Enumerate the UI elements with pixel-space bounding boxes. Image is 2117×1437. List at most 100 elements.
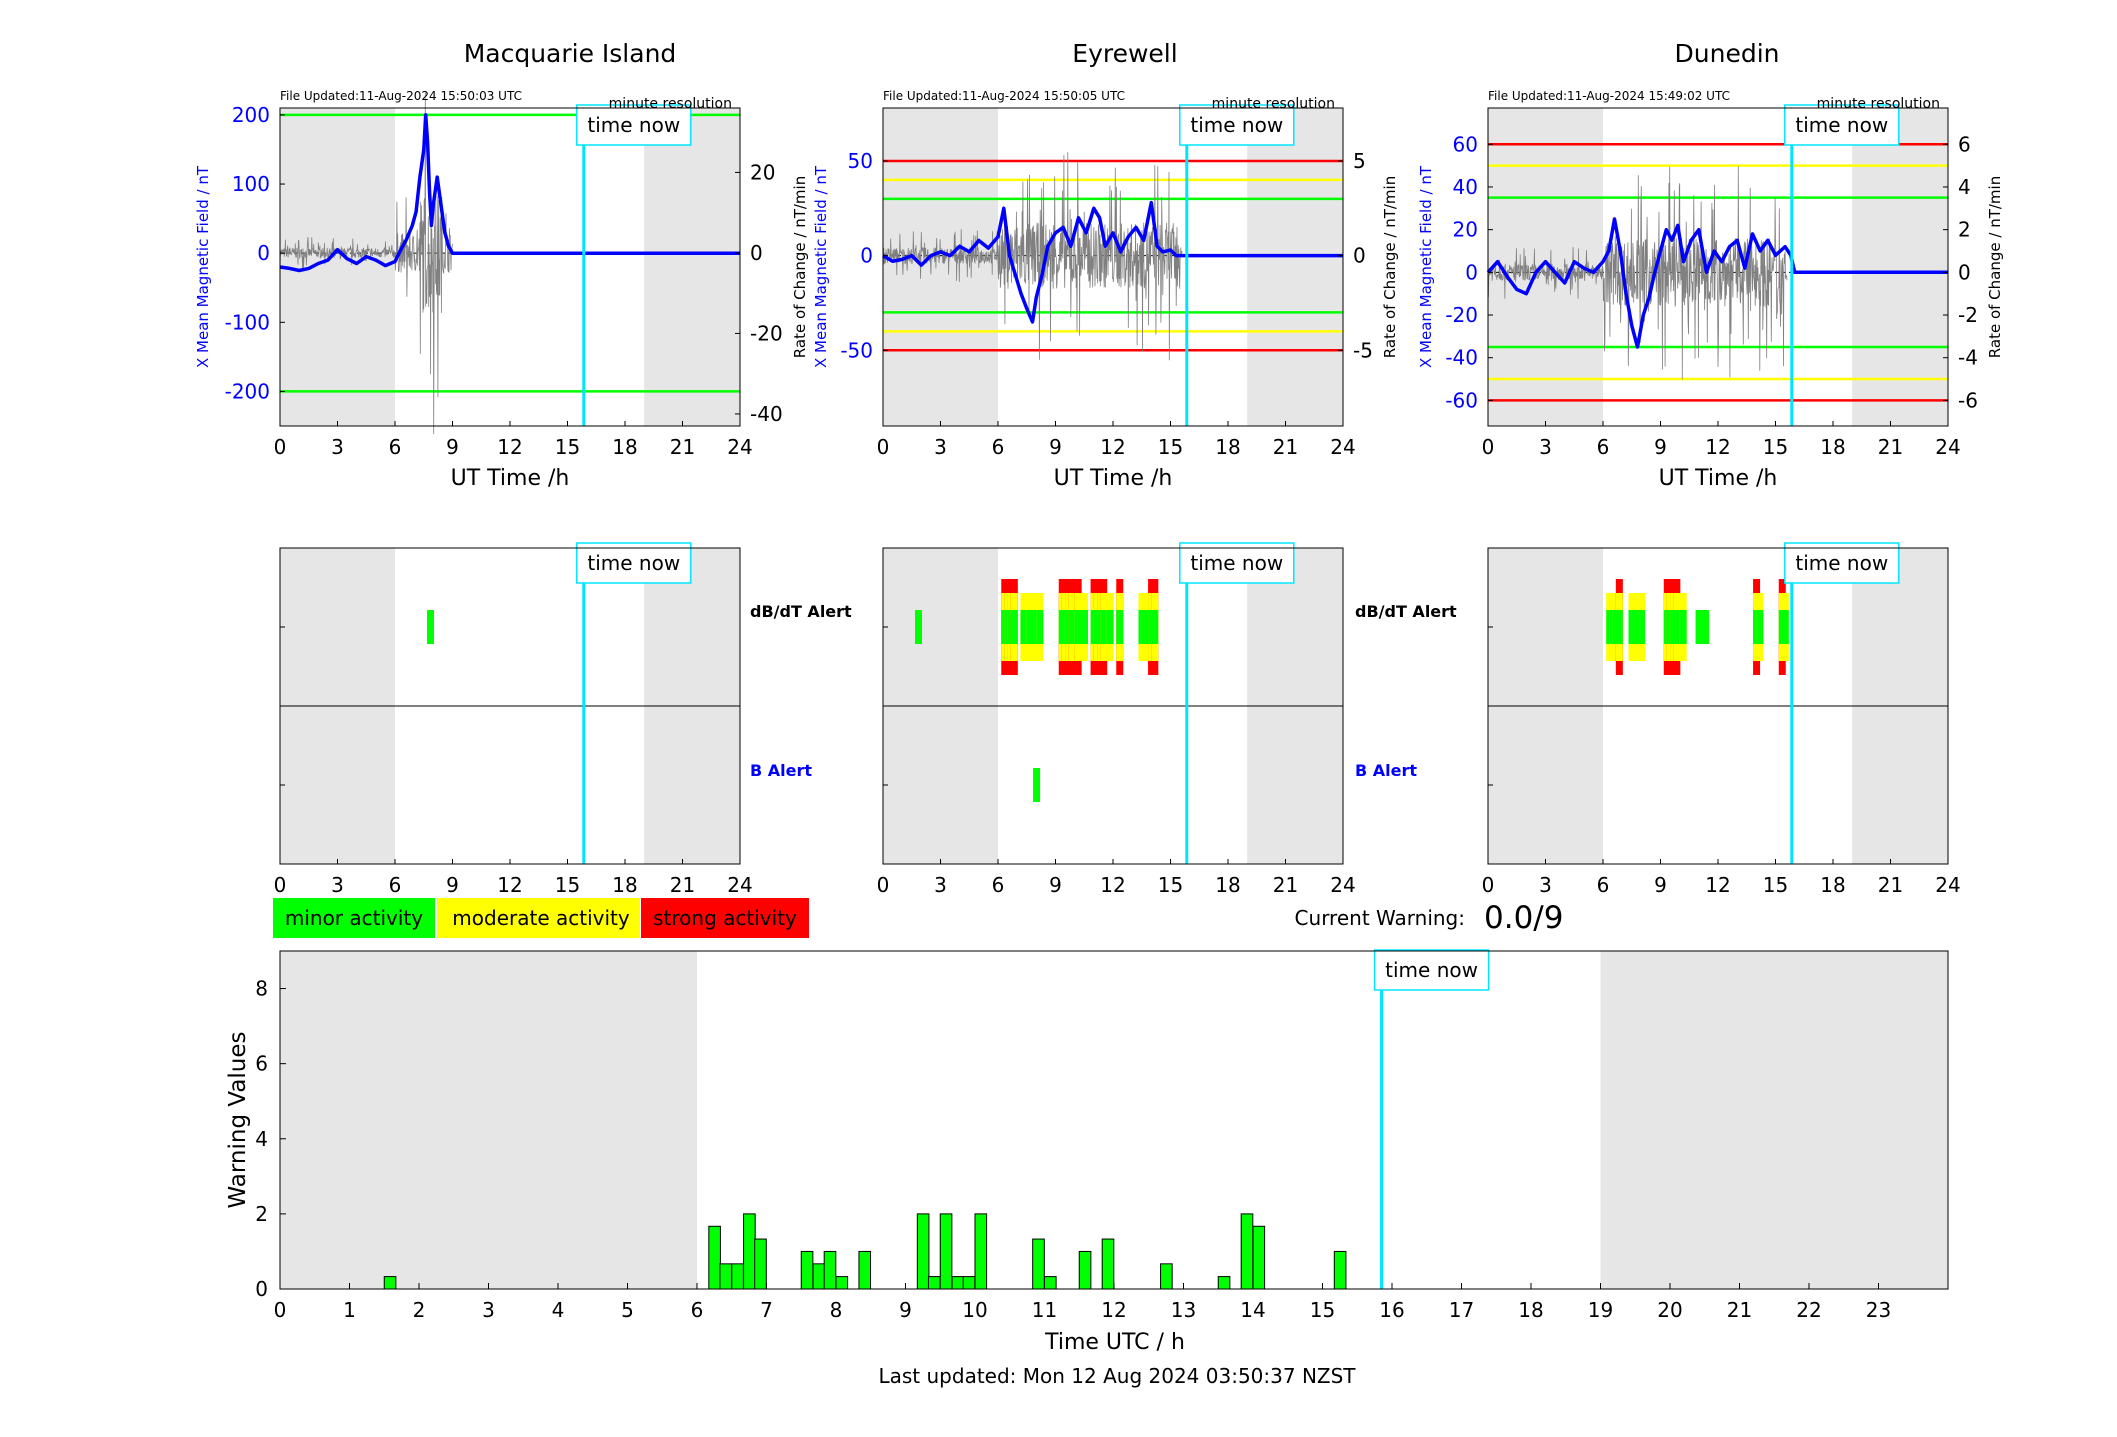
warning-bar [1333, 1250, 1347, 1290]
alert-cell-minor [1068, 610, 1076, 644]
time-now-box [1179, 104, 1295, 146]
x-tick-label: 6 [1597, 435, 1610, 459]
time-now-label: time now [1190, 551, 1283, 575]
warning-bar [835, 1276, 849, 1290]
time-now-label: time now [1795, 113, 1888, 137]
x-tick-label: 3 [1539, 435, 1552, 459]
last-updated-label: Last updated: Mon 12 Aug 2024 03:50:37 N… [878, 1364, 1356, 1388]
x-tick-label: 9 [446, 435, 459, 459]
x-tick-label: 0 [274, 873, 287, 897]
y-tick-label: 0 [255, 1277, 268, 1301]
x-tick-label: 3 [482, 1298, 495, 1322]
x-tick-label: 3 [934, 435, 947, 459]
x-tick-label: 3 [1539, 873, 1552, 897]
x-tick-label: 19 [1588, 1298, 1613, 1322]
time-now-label: time now [1385, 958, 1478, 982]
b-alert-label: B Alert [750, 761, 812, 780]
time-now-box [576, 104, 692, 146]
y2-tick-label: -4 [1958, 346, 1978, 370]
y-tick-label: -20 [1445, 303, 1478, 327]
y2-tick-label: 0 [1958, 260, 1971, 284]
current-warning-label: Current Warning: [1295, 906, 1465, 930]
legend-strong-label: strong activity [653, 906, 797, 930]
y-tick-label: 20 [1453, 218, 1478, 242]
x-tick-label: 21 [670, 435, 695, 459]
time-now-box [1784, 542, 1900, 584]
y-tick-label: -200 [225, 379, 270, 403]
x-tick-label: 6 [992, 873, 1005, 897]
x-tick-label: 6 [1597, 873, 1610, 897]
warning-bar [743, 1213, 756, 1290]
warning-bar [1101, 1238, 1115, 1290]
night-shading [1247, 108, 1343, 426]
x-tick-label: 12 [1705, 873, 1730, 897]
legend-minor-label: minor activity [285, 906, 423, 930]
warning-bar [754, 1238, 767, 1290]
x-tick-label: 3 [331, 435, 344, 459]
y-tick-label: 60 [1453, 132, 1478, 156]
warning-bar [974, 1213, 988, 1290]
x-tick-label: 6 [992, 435, 1005, 459]
alert-cell-minor [1033, 768, 1041, 802]
night-shading [883, 108, 998, 426]
alert-plot-dunedin: time now 0 3 6 9 12 15 18 21 24 [1482, 542, 1961, 897]
legend-moderate-swatch [437, 898, 640, 938]
dbdt-alert-label: dB/dT Alert [1355, 602, 1457, 621]
alert-cell-minor [1080, 610, 1088, 644]
alert-cell-minor [1100, 610, 1108, 644]
x-tick-label: 12 [497, 435, 522, 459]
alert-cell-minor [1673, 610, 1681, 644]
x-tick-label: 18 [1215, 873, 1240, 897]
y-tick-label: -40 [1445, 346, 1478, 370]
x-tick-label: 9 [1049, 435, 1062, 459]
y2-tick-label: 4 [1958, 175, 1971, 199]
x-tick-label: 18 [1820, 873, 1845, 897]
alert-cell-minor [1106, 610, 1114, 644]
alert-cell-minor [1702, 610, 1710, 644]
y-axis-label-right: Rate of Change / nT/min [1986, 176, 2004, 358]
alert-cell-minor [1679, 610, 1687, 644]
x-tick-label: 18 [1518, 1298, 1543, 1322]
station-title: Macquarie Island [464, 39, 677, 68]
x-tick-label: 6 [389, 435, 402, 459]
x-tick-label: 9 [1049, 873, 1062, 897]
x-tick-label: 12 [1101, 1298, 1126, 1322]
y2-tick-label: -6 [1958, 388, 1978, 412]
b-alert-label: B Alert [1355, 761, 1417, 780]
alert-plot-eyrewell: time now 0 3 6 9 12 15 18 21 24 dB/dT Alert B Al… [877, 542, 1457, 897]
alert-cell-minor [1010, 610, 1018, 644]
warning-bar [1252, 1225, 1266, 1290]
rate-of-change-trace [1487, 166, 1788, 380]
x-tick-label: 9 [1654, 873, 1667, 897]
x-tick-label: 21 [1273, 435, 1298, 459]
x-tick-label: 24 [1330, 873, 1355, 897]
warning-bar [800, 1250, 814, 1290]
y-axis-label-left: X Mean Magnetic Field / nT [194, 165, 212, 368]
warning-bar [708, 1225, 721, 1290]
x-tick-label: 3 [331, 873, 344, 897]
x-tick-label: 21 [1878, 435, 1903, 459]
x-tick-label: 11 [1032, 1298, 1057, 1322]
alert-cell-minor [915, 610, 923, 644]
x-axis-label: UT Time /h [1054, 466, 1173, 491]
x-tick-label: 9 [446, 873, 459, 897]
file-updated-label: File Updated:11-Aug-2024 15:49:02 UTC [1488, 89, 1730, 103]
time-now-label: time now [1795, 551, 1888, 575]
x-tick-label: 0 [1482, 873, 1495, 897]
x-tick-label: 24 [727, 435, 752, 459]
y2-tick-label: -40 [750, 402, 783, 426]
y2-tick-label: -5 [1353, 338, 1373, 362]
legend-moderate-label: moderate activity [452, 906, 630, 930]
x-tick-label: 0 [274, 1298, 287, 1322]
x-tick-label: 10 [962, 1298, 987, 1322]
warning-bar [1160, 1263, 1173, 1290]
y-tick-label: 50 [848, 149, 873, 173]
magnetic-field-trace [882, 200, 1343, 324]
y2-tick-label: 2 [1958, 218, 1971, 242]
warning-y-axis-label: Warning Values [225, 1031, 251, 1208]
y-tick-label: -100 [225, 310, 270, 334]
warning-bar [731, 1263, 744, 1290]
x-tick-label: 15 [555, 873, 580, 897]
x-tick-label: 16 [1379, 1298, 1404, 1322]
